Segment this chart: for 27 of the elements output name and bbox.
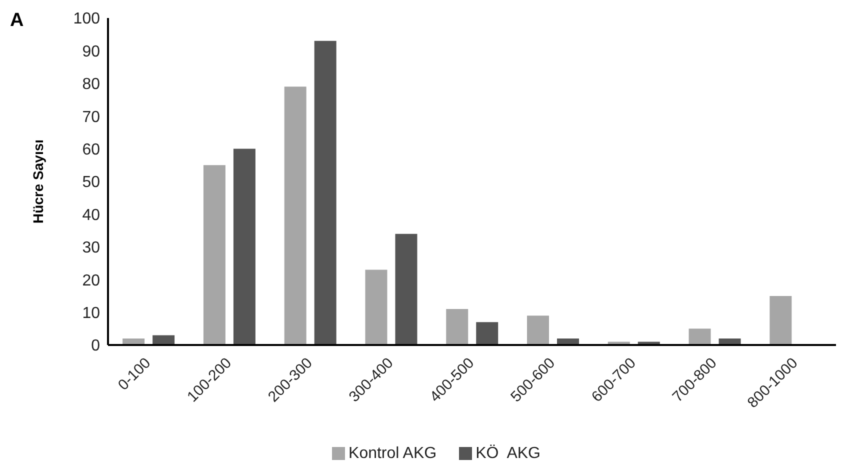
bar (233, 148, 256, 345)
y-tick-label: 70 (82, 108, 100, 126)
y-tick-label: 0 (91, 338, 100, 355)
y-tick-label: 90 (82, 43, 100, 60)
bar (152, 335, 175, 345)
bar (203, 165, 226, 345)
bar (395, 234, 418, 345)
y-axis-title: Hücre Sayısı (30, 139, 46, 224)
y-tick-label: 20 (82, 272, 100, 290)
y-tick-label: 30 (82, 240, 100, 257)
bar (446, 309, 468, 345)
text: A (10, 10, 24, 32)
bar (688, 328, 711, 345)
bar (314, 40, 336, 345)
legend-label: Kontrol AKG (348, 445, 437, 462)
bar (284, 86, 306, 345)
y-tick-label: 40 (82, 206, 100, 224)
y-tick-label: 50 (82, 174, 100, 192)
bar (476, 322, 498, 345)
y-tick-label: 10 (82, 304, 100, 322)
bar (527, 316, 550, 345)
legend-label: KÖ AKG (476, 445, 540, 462)
bar (365, 270, 388, 345)
y-tick-label: 80 (82, 76, 100, 94)
y-tick-label: 60 (82, 141, 100, 158)
y-tick-label: 100 (73, 10, 100, 28)
bar (770, 296, 792, 345)
